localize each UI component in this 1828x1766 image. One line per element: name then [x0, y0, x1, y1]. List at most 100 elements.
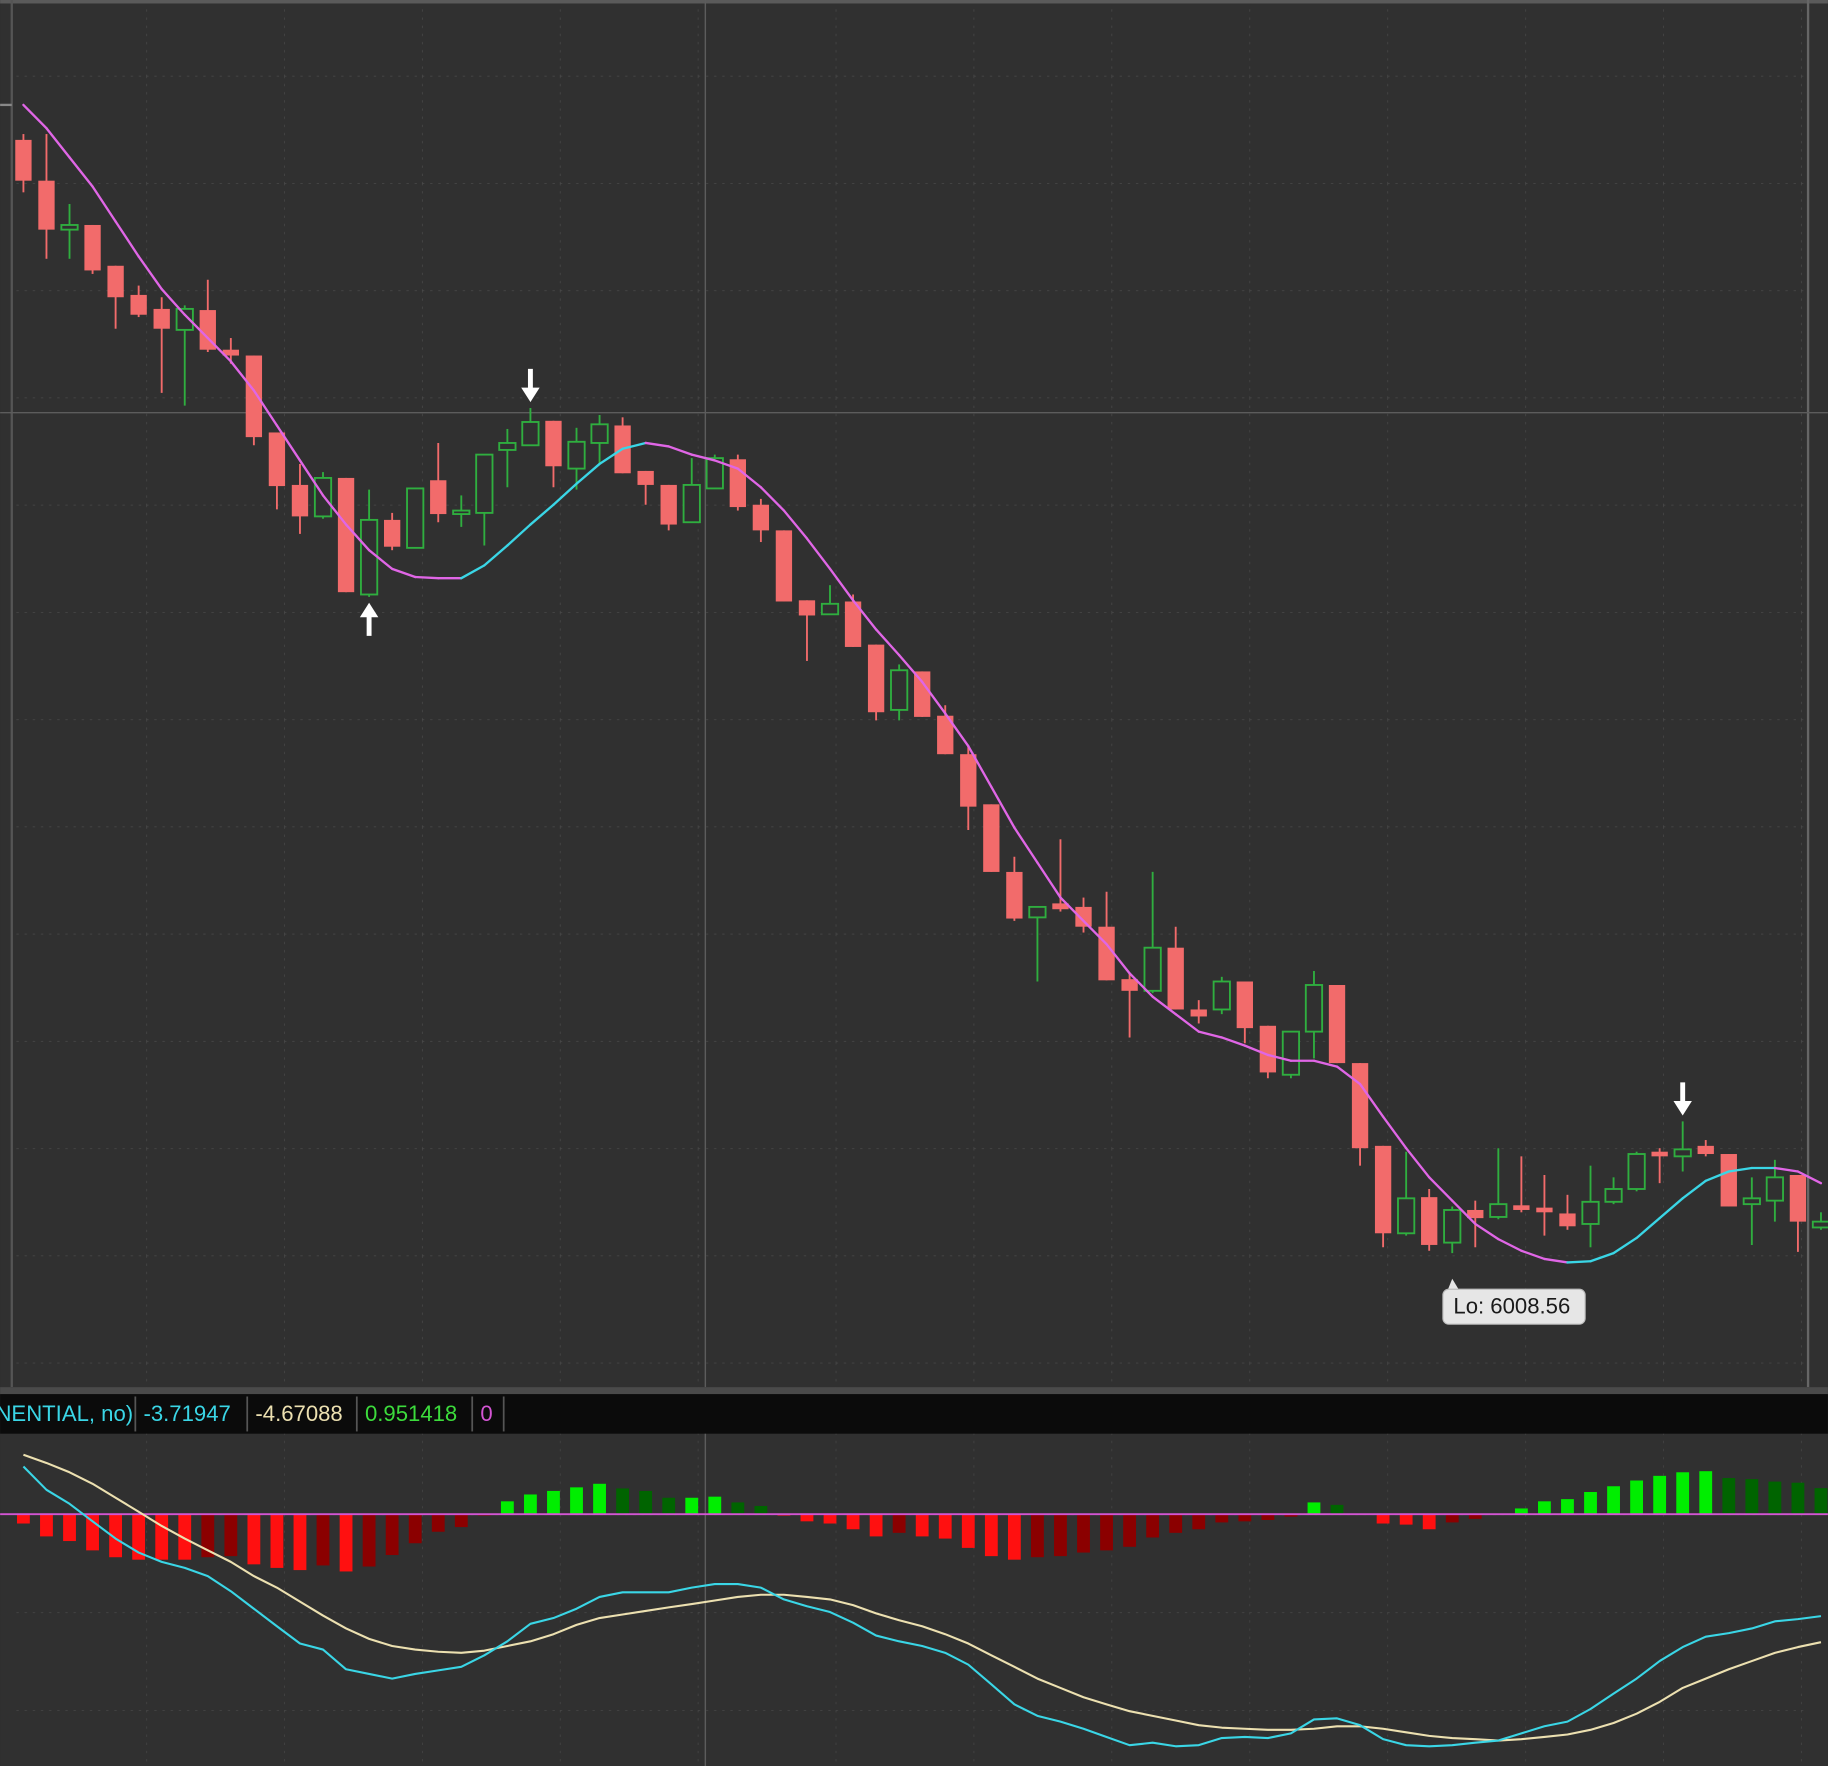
candle-up [1742, 1197, 1761, 1206]
moving-average [275, 424, 302, 462]
candle-down [752, 504, 770, 531]
moving-average [1612, 1236, 1638, 1255]
histogram-bar [362, 1514, 376, 1567]
moving-average [897, 653, 924, 684]
candle-down [245, 355, 263, 438]
candle-up [1304, 984, 1324, 1033]
candle-up [1443, 1209, 1462, 1244]
low-annotation: Lo: 6008.56 [1442, 1278, 1586, 1325]
candle-down [1190, 1009, 1207, 1017]
candle-down [775, 530, 793, 602]
signal-arrow-down [1673, 1082, 1692, 1116]
candle-down [15, 139, 32, 181]
moving-average [1773, 1166, 1800, 1173]
candle-down [1052, 903, 1069, 910]
macd-grid [11, 1433, 1807, 1766]
histogram-bar [1422, 1514, 1436, 1530]
histogram-bar [270, 1514, 284, 1568]
moving-average [851, 599, 878, 631]
moving-average [967, 744, 993, 788]
moving-average [1128, 972, 1154, 998]
moving-average [1197, 1030, 1223, 1039]
candle-down [430, 480, 447, 515]
histogram-bar [1007, 1514, 1021, 1560]
study-header [0, 1394, 1828, 1434]
moving-average [529, 503, 555, 526]
histogram-bar [1284, 1514, 1298, 1517]
histogram-bar [1791, 1482, 1805, 1515]
moving-average [1358, 1082, 1385, 1118]
moving-average [298, 459, 325, 497]
candle-down [153, 308, 170, 329]
moving-average [736, 467, 763, 489]
moving-average [252, 389, 279, 427]
candle-down [84, 224, 101, 271]
candle-up [1212, 980, 1231, 1011]
histogram-bar [570, 1487, 583, 1515]
moving-average [1635, 1216, 1661, 1240]
histogram-bar [1261, 1514, 1275, 1520]
histogram-bar [40, 1514, 53, 1537]
candle-down [199, 310, 216, 350]
moving-average [483, 544, 509, 567]
candle-up [820, 602, 840, 616]
histogram-bar [708, 1496, 722, 1515]
histogram-bar [593, 1483, 606, 1515]
moving-average [506, 523, 532, 547]
low-pointer [1447, 1278, 1460, 1291]
candle-up [1765, 1176, 1784, 1202]
moving-average [460, 564, 486, 580]
histogram-bar [1376, 1514, 1390, 1524]
moving-average [321, 494, 348, 526]
macd-value: -3.71947 [143, 1401, 230, 1426]
candle-up [1489, 1203, 1508, 1218]
candle-down [1536, 1207, 1553, 1213]
top-border [0, 0, 1828, 4]
moving-average [1312, 1059, 1339, 1068]
candle-up [1281, 1030, 1301, 1076]
histogram-bar [1814, 1488, 1828, 1515]
histogram-bar [1077, 1514, 1090, 1553]
histogram-bar [547, 1490, 560, 1515]
histogram-bar [1538, 1501, 1551, 1515]
signal-line [23, 1453, 1822, 1742]
candle-down [222, 349, 239, 356]
histogram-bar [1238, 1514, 1252, 1522]
histogram-bar [247, 1514, 261, 1565]
moving-average [160, 287, 186, 316]
candle-up [498, 442, 517, 451]
moving-average [1589, 1251, 1615, 1263]
histogram-bar [524, 1494, 537, 1515]
histogram-bar [846, 1514, 860, 1530]
candle-up [682, 483, 701, 524]
moving-average [344, 523, 371, 552]
moving-average [782, 509, 809, 540]
candle-down [637, 470, 654, 485]
panel-separator [0, 1387, 1828, 1395]
histogram-bar [201, 1514, 215, 1558]
histogram-bar [155, 1514, 169, 1560]
candle-down [1559, 1213, 1576, 1227]
zero-value: 0 [480, 1401, 492, 1426]
low-label: Lo: 6008.56 [1453, 1294, 1570, 1319]
moving-average [667, 445, 693, 456]
candle-down [1374, 1145, 1392, 1234]
moving-average [206, 336, 232, 363]
candle-down [268, 432, 286, 487]
candle-up [475, 453, 494, 514]
moving-average [621, 441, 647, 450]
histogram-bar [316, 1514, 330, 1566]
candle-up [60, 224, 79, 231]
histogram-bar [1215, 1514, 1229, 1523]
moving-average [921, 680, 947, 715]
candle-up [1581, 1200, 1600, 1225]
candle-down [983, 804, 1000, 872]
histogram-bar [731, 1502, 745, 1515]
moving-average [690, 453, 716, 462]
candle-up [1811, 1220, 1828, 1229]
candle-down [130, 294, 147, 315]
moving-average [1243, 1044, 1270, 1057]
histogram-bar [961, 1514, 975, 1548]
candle-down [1075, 906, 1092, 927]
moving-average [828, 567, 855, 602]
